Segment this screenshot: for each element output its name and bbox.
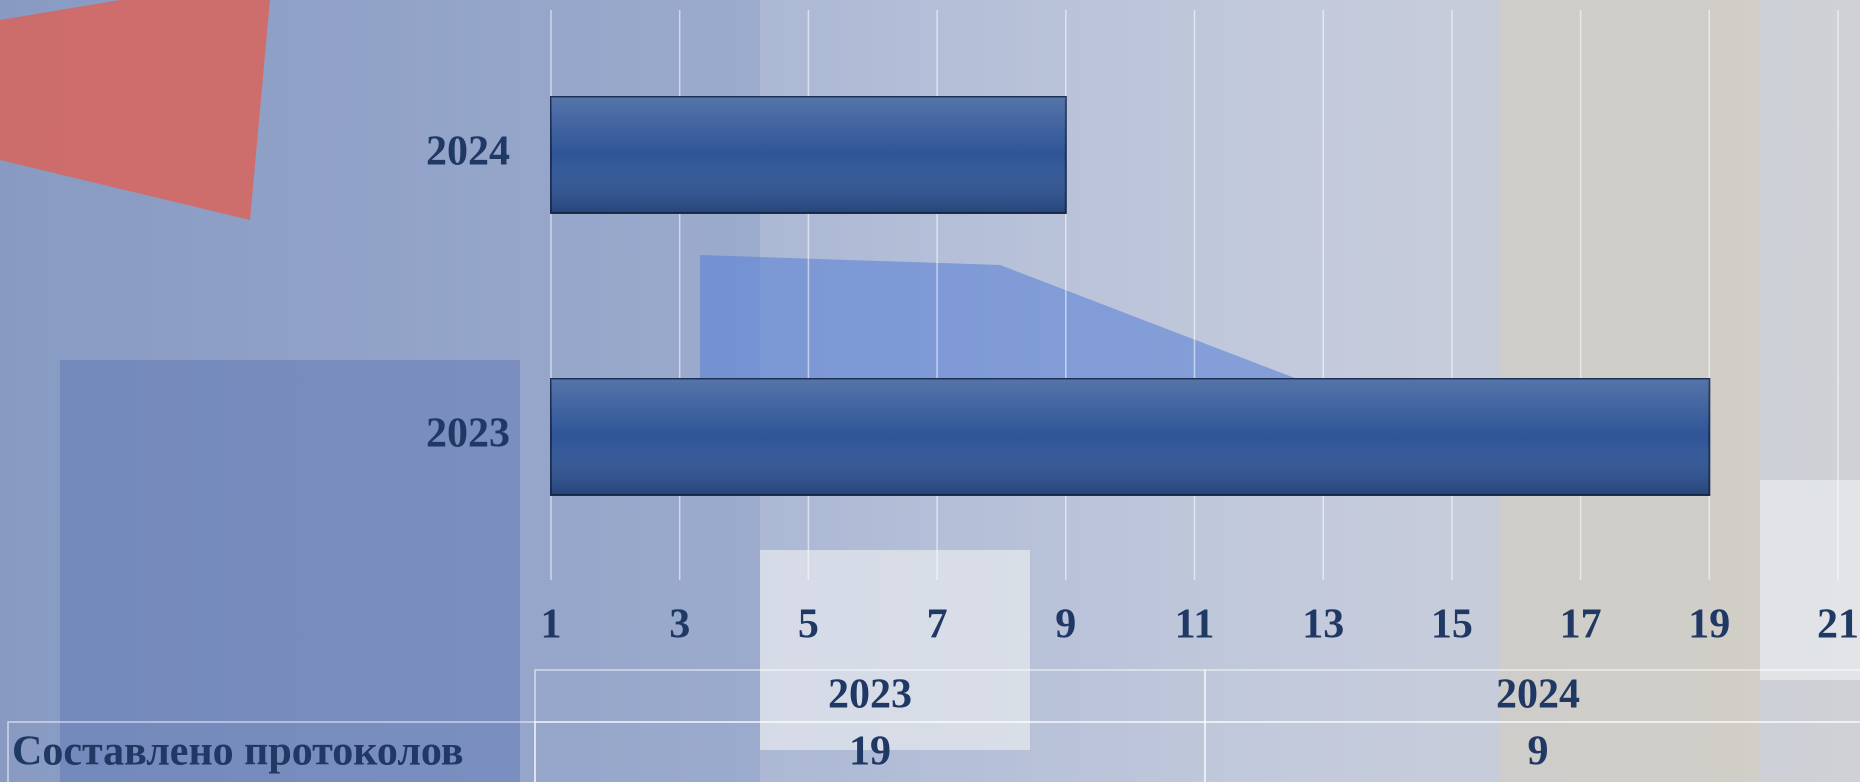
table-column-header: 2024 <box>1496 672 1580 718</box>
x-tick-label: 11 <box>1175 602 1215 648</box>
x-tick-label: 15 <box>1431 602 1473 648</box>
x-tick-label: 5 <box>798 602 819 648</box>
x-tick-label: 1 <box>541 602 562 648</box>
x-tick-label: 19 <box>1688 602 1730 648</box>
y-tick-label: 2024 <box>426 129 510 175</box>
table-cell-value: 9 <box>1528 729 1549 775</box>
y-tick-label: 2023 <box>426 411 510 457</box>
bar <box>551 379 1709 495</box>
x-tick-label: 17 <box>1560 602 1602 648</box>
table-column-header: 2023 <box>828 672 912 718</box>
table-row-label: Составлено протоколов <box>12 729 464 775</box>
x-tick-label: 9 <box>1055 602 1076 648</box>
page: 1357911131517192120242023 2023 2024 Сост… <box>0 0 1860 782</box>
bar <box>551 97 1066 213</box>
x-tick-label: 13 <box>1302 602 1344 648</box>
x-tick-label: 3 <box>669 602 690 648</box>
chart: 1357911131517192120242023 2023 2024 Сост… <box>0 0 1860 782</box>
table-cell-value: 19 <box>849 729 891 775</box>
x-tick-label: 21 <box>1817 602 1859 648</box>
x-tick-label: 7 <box>927 602 948 648</box>
